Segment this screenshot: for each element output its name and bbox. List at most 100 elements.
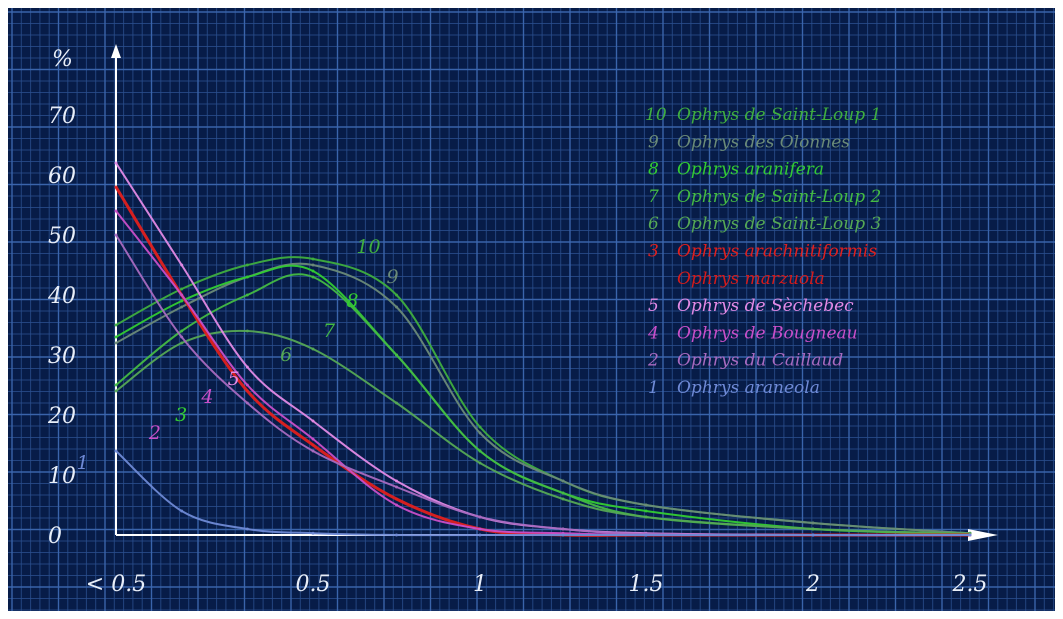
- legend-number: 1: [648, 378, 659, 398]
- data-point: [478, 533, 482, 537]
- legend-entry: Ophrys de Saint-Loup 1: [677, 105, 881, 125]
- data-point: [968, 533, 972, 537]
- x-tick-label: 2.5: [952, 572, 988, 597]
- data-point: [114, 449, 118, 453]
- data-point: [811, 521, 815, 525]
- data-point: [644, 503, 648, 507]
- data-point: [311, 449, 315, 453]
- legend-number: 8: [648, 160, 659, 180]
- data-point: [311, 419, 315, 423]
- data-point: [644, 509, 648, 513]
- y-axis-arrow: [111, 44, 121, 58]
- data-point: [478, 431, 482, 435]
- legend-number: 7: [648, 187, 659, 207]
- data-point: [811, 533, 815, 537]
- legend-entry: Ophrys de Bougneau: [677, 323, 858, 343]
- data-point: [180, 287, 184, 291]
- y-axis-label: %: [52, 47, 73, 72]
- y-tick-label: 70: [48, 104, 76, 129]
- y-tick-label: 0: [48, 524, 62, 549]
- x-axis-arrow: [968, 529, 998, 541]
- data-point: [180, 329, 184, 333]
- data-point: [245, 365, 249, 369]
- curve-number-label: 8: [346, 290, 358, 312]
- data-point: [478, 449, 482, 453]
- data-point: [311, 437, 315, 441]
- legend-entry: Ophrys de Sèchebec: [677, 296, 854, 316]
- chart-area: 0 10 20 30 40 50 60 70% < 0.5 0.5 1 1.5 2 2.5 10 9 8 7 6 5…: [8, 8, 1055, 611]
- data-point: [311, 275, 315, 279]
- legend: 10 Ophrys de Saint-Loup 1 9 Ophrys des Olon…: [645, 105, 881, 398]
- legend-number: 3: [648, 242, 659, 262]
- data-point: [395, 305, 398, 309]
- y-tick-label: 30: [48, 344, 76, 369]
- data-point: [114, 161, 118, 165]
- curve-number-label: 4: [200, 386, 213, 408]
- data-point: [311, 443, 315, 447]
- curve-number-label: 6: [280, 344, 292, 366]
- data-point: [114, 185, 118, 189]
- y-tick-label: 40: [47, 284, 76, 309]
- data-point: [395, 353, 398, 357]
- data-point: [245, 527, 249, 531]
- legend-number: 10: [645, 105, 667, 125]
- data-point: [180, 509, 184, 513]
- data-point: [245, 389, 249, 393]
- data-point: [114, 389, 118, 393]
- data-point: [395, 533, 398, 537]
- data-point: [245, 293, 249, 297]
- data-point: [644, 515, 648, 519]
- data-point: [478, 527, 482, 531]
- data-point: [395, 479, 398, 483]
- data-point: [180, 341, 184, 345]
- data-point: [644, 533, 648, 537]
- curve-number-label: 3: [175, 404, 187, 426]
- data-point: [245, 275, 249, 279]
- data-point: [180, 299, 184, 303]
- data-point: [561, 491, 565, 495]
- legend-entry: Ophrys arachnitiformis: [677, 242, 877, 262]
- data-point: [180, 305, 184, 309]
- data-point: [114, 335, 118, 339]
- data-point: [561, 527, 565, 531]
- data-point: [395, 293, 398, 297]
- data-point: [311, 263, 315, 267]
- series-line-ophrys-des-olonnes: [115, 262, 971, 535]
- data-point: [114, 209, 118, 213]
- legend-number: 6: [648, 214, 659, 234]
- legend-number: 4: [647, 323, 659, 343]
- curve-number-label: 1: [77, 452, 89, 474]
- data-point: [245, 329, 249, 333]
- data-point: [180, 335, 184, 339]
- data-point: [811, 527, 815, 531]
- series-line-ophrys-de-saint-loup-3: [115, 329, 971, 535]
- data-point: [245, 401, 249, 405]
- data-point: [395, 503, 398, 507]
- legend-entry: Ophrys aranifera: [677, 160, 824, 180]
- data-point: [395, 401, 398, 405]
- curve-number-label: 10: [356, 236, 380, 258]
- data-point: [311, 257, 315, 261]
- x-tick-label: 1.5: [629, 572, 664, 597]
- y-tick-label: 50: [48, 224, 76, 249]
- curve-number-label: 9: [386, 266, 398, 288]
- legend-entry: Ophrys de Saint-Loup 2: [677, 187, 881, 207]
- series-layer: [114, 161, 972, 537]
- data-point: [478, 515, 482, 519]
- data-point: [311, 269, 315, 273]
- legend-entry: Ophrys des Olonnes: [677, 132, 850, 152]
- y-tick-label: 60: [48, 164, 76, 189]
- curve-number-label: 2: [148, 422, 161, 444]
- data-point: [245, 263, 249, 267]
- x-tick-label: 1: [473, 572, 487, 597]
- curve-number-label: 7: [323, 320, 336, 342]
- legend-entry: Ophrys du Caillaud: [677, 351, 843, 371]
- data-point: [114, 323, 118, 327]
- legend-number: 5: [648, 296, 659, 316]
- legend-number: 2: [647, 351, 659, 371]
- data-point: [180, 263, 184, 267]
- data-point: [395, 497, 398, 501]
- data-point: [561, 497, 565, 501]
- legend-entry: Ophrys marzuola: [677, 269, 825, 289]
